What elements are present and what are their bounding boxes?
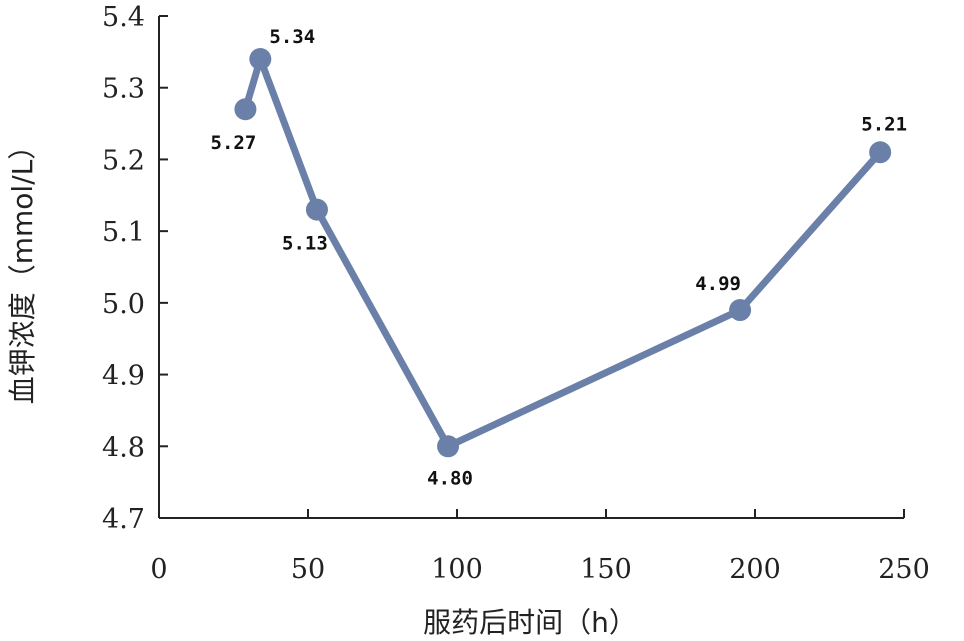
data-point <box>305 198 328 221</box>
y-tick-label: 5.1 <box>102 217 145 248</box>
y-tick-label: 4.9 <box>102 361 145 392</box>
data-point <box>869 141 892 164</box>
data-label: 5.27 <box>211 132 257 154</box>
y-tick-label: 5.4 <box>102 2 145 33</box>
x-axis-title: 服药后时间（h） <box>423 606 637 639</box>
ticks: 4.7 4.8 4.9 5.0 5.1 5.2 5.3 5.4 0 50 100 150 200 250 <box>102 2 930 585</box>
x-tick-label: 150 <box>580 554 632 585</box>
x-tick-label: 200 <box>729 554 781 585</box>
data-point <box>729 299 752 322</box>
y-tick-label: 4.8 <box>102 432 145 463</box>
x-tick-label: 250 <box>878 554 930 585</box>
y-tick-label: 4.7 <box>102 504 145 535</box>
data-labels: 5.27 5.34 5.13 4.80 4.99 5.21 <box>211 26 908 489</box>
x-tick-label: 100 <box>431 554 483 585</box>
data-label: 4.80 <box>427 467 473 489</box>
data-label: 5.13 <box>282 233 328 255</box>
axes <box>158 16 904 519</box>
y-axis-title: 血钾浓度（mmol/L） <box>6 132 39 405</box>
data-label: 5.21 <box>861 113 907 135</box>
y-tick-label: 5.3 <box>102 74 145 105</box>
series-line <box>241 55 884 450</box>
data-point <box>249 48 272 71</box>
data-point <box>437 435 460 458</box>
y-tick-label: 5.0 <box>102 289 145 320</box>
data-point <box>234 98 257 121</box>
y-tick-label: 5.2 <box>102 145 145 176</box>
x-tick-label: 50 <box>291 554 325 585</box>
series <box>234 48 892 458</box>
x-tick-label: 0 <box>150 554 167 585</box>
data-label: 5.34 <box>269 26 315 48</box>
data-label: 4.99 <box>695 273 741 295</box>
